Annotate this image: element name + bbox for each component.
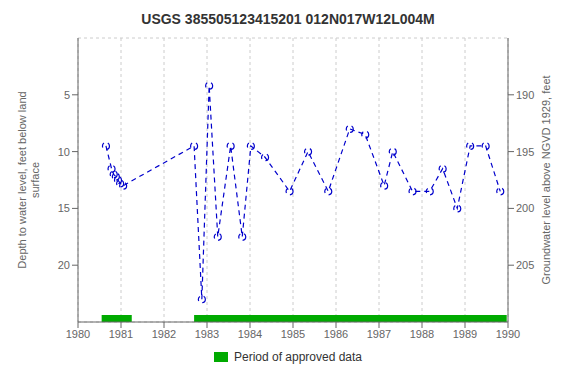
svg-text:1984: 1984 bbox=[238, 328, 262, 340]
svg-text:1981: 1981 bbox=[109, 328, 133, 340]
svg-text:15: 15 bbox=[58, 202, 70, 214]
svg-text:200: 200 bbox=[516, 202, 534, 214]
svg-text:1980: 1980 bbox=[66, 328, 90, 340]
svg-text:1986: 1986 bbox=[324, 328, 348, 340]
svg-text:10: 10 bbox=[58, 146, 70, 158]
svg-text:1985: 1985 bbox=[281, 328, 305, 340]
svg-text:1982: 1982 bbox=[152, 328, 176, 340]
svg-text:20: 20 bbox=[58, 259, 70, 271]
svg-text:190: 190 bbox=[516, 89, 534, 101]
svg-text:1988: 1988 bbox=[410, 328, 434, 340]
svg-text:195: 195 bbox=[516, 146, 534, 158]
html-text:Period of approved data: Period of approved data bbox=[234, 350, 362, 364]
svg-text:Groundwater level above NGVD 1: Groundwater level above NGVD 1929, feet bbox=[540, 75, 552, 284]
html-text:USGS 385505123415201 012N017W1: USGS 385505123415201 012N017W12L004M bbox=[141, 11, 435, 27]
svg-text:1983: 1983 bbox=[195, 328, 219, 340]
svg-text:1987: 1987 bbox=[367, 328, 391, 340]
svg-text:Depth to water level, feet bel: Depth to water level, feet below landsur… bbox=[16, 91, 41, 268]
svg-text:1989: 1989 bbox=[453, 328, 477, 340]
svg-text:5: 5 bbox=[64, 89, 70, 101]
svg-text:1990: 1990 bbox=[496, 328, 520, 340]
svg-text:205: 205 bbox=[516, 259, 534, 271]
